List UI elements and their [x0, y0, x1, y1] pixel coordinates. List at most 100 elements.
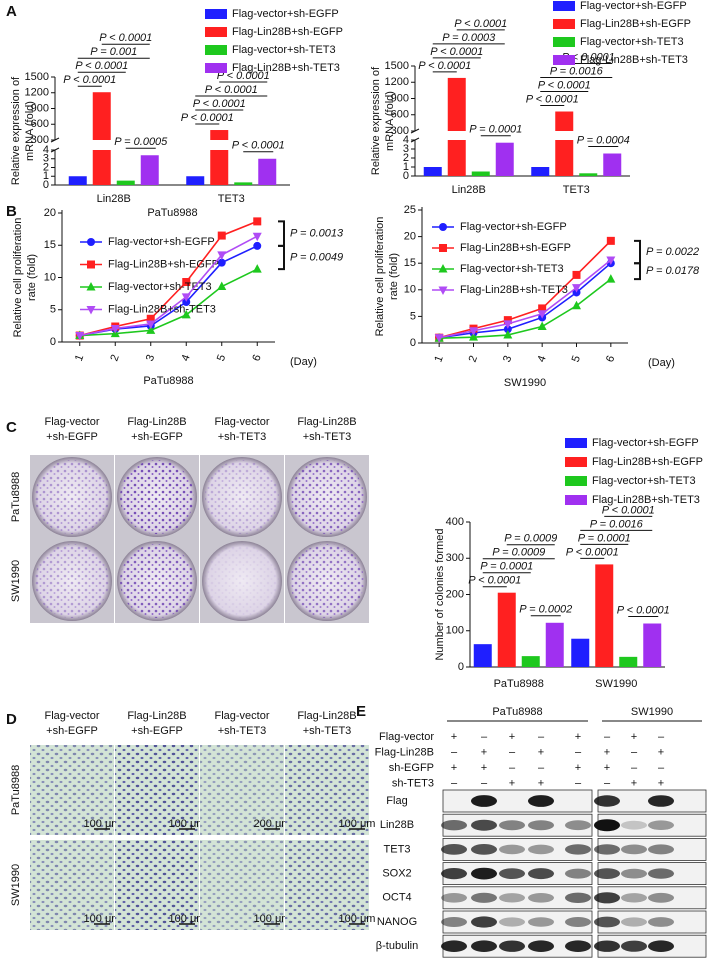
x-tick-label: 4: [179, 353, 192, 363]
protein-label: OCT4: [382, 892, 411, 904]
marker: [606, 236, 615, 245]
colonies: [205, 544, 279, 618]
bar: [447, 140, 466, 176]
marker: [439, 244, 447, 252]
protein-band: [594, 940, 620, 952]
p-value: P < 0.0001: [538, 79, 591, 91]
series-line: [438, 240, 612, 339]
condition-sign: +: [658, 746, 664, 758]
protein-band: [594, 868, 620, 879]
condition-label: Flag-Lin28B: [375, 746, 434, 758]
protein-label: TET3: [384, 843, 411, 855]
p-value: P < 0.0001: [526, 93, 579, 105]
condition-sign: +: [631, 731, 637, 743]
x-tick-label: 2: [108, 353, 121, 363]
p-value: P = 0.0003: [442, 32, 496, 44]
condition-label: sh-EGFP: [389, 762, 434, 774]
y-tick-label: 200: [446, 588, 464, 600]
y-tick-label: 1500: [25, 71, 49, 83]
bar: [186, 176, 205, 185]
p-value: P = 0.0001: [480, 561, 533, 573]
p-value: P = 0.0004: [577, 134, 630, 146]
protein-band: [648, 795, 674, 807]
series-line: [79, 268, 258, 337]
protein-band: [441, 868, 467, 880]
bar: [68, 176, 87, 185]
p-value: P < 0.0001: [217, 70, 270, 82]
y-tick-label: 4: [403, 134, 409, 146]
x-tick-label: 1: [73, 353, 86, 363]
protein-band: [471, 844, 497, 855]
legend-label: Flag-vector+sh-TET3: [232, 44, 336, 56]
bar: [210, 130, 229, 140]
condition-sign: +: [604, 762, 610, 774]
column-header: +sh-TET3: [218, 431, 267, 443]
legend-label: Flag-vector+sh-TET3: [592, 475, 696, 487]
p-value: P = 0.001: [90, 46, 137, 58]
y-tick-label: 300: [31, 134, 49, 146]
x-tick-label: Lin28B: [452, 184, 486, 196]
bar: [473, 644, 492, 667]
p-value: P < 0.0001: [193, 98, 246, 110]
y-axis-label: Number of colonies formed: [434, 528, 446, 660]
significance-bracket: [278, 244, 285, 271]
x-tick-label: 2: [467, 354, 480, 364]
marker: [87, 260, 95, 269]
condition-sign: –: [538, 731, 545, 743]
condition-sign: +: [575, 731, 581, 743]
column-header: +sh-EGFP: [46, 431, 98, 443]
scale-bar-label: 100 μm: [84, 913, 121, 925]
significance-bracket: [634, 262, 641, 281]
bar: [643, 623, 662, 667]
y-tick-label: 600: [391, 109, 409, 121]
marker: [252, 264, 262, 273]
bar: [423, 167, 442, 176]
protein-band: [621, 868, 647, 879]
y-tick-label: 10: [404, 284, 416, 296]
protein-band: [471, 892, 497, 903]
protein-band: [594, 844, 620, 855]
marker: [182, 298, 191, 307]
protein-band: [441, 820, 467, 831]
marker: [572, 284, 581, 293]
bar: [140, 155, 159, 185]
condition-sign: +: [575, 762, 581, 774]
legend-swatch: [565, 476, 587, 486]
marker: [252, 232, 262, 242]
legend-label: Flag-Lin28B+sh-EGFP: [592, 456, 703, 468]
condition-sign: +: [451, 762, 457, 774]
legend-swatch: [565, 457, 587, 467]
series-line: [79, 220, 258, 337]
marker: [253, 217, 262, 226]
marker: [217, 231, 226, 240]
marker: [439, 223, 447, 231]
bar: [619, 656, 638, 667]
scale-bar-label: 100 μm: [254, 913, 291, 925]
marker: [572, 270, 581, 279]
protein-band: [528, 795, 554, 807]
protein-band: [648, 820, 674, 830]
panel-label: E: [356, 703, 366, 720]
protein-band: [528, 868, 554, 880]
migrated-cells: [30, 840, 114, 930]
condition-sign: +: [481, 762, 487, 774]
migrated-cells: [115, 840, 199, 930]
protein-band: [441, 893, 467, 903]
legend-label: Flag-vector+sh-TET3: [460, 263, 564, 275]
row-label: PaTu8988: [10, 765, 22, 815]
condition-sign: –: [604, 731, 611, 743]
protein-band: [499, 844, 525, 855]
blot-strip: [442, 886, 593, 910]
y-axis-label: Relative cell proliferation: [12, 218, 24, 338]
p-value: P < 0.0001: [63, 74, 116, 86]
y-tick-label: 4: [43, 144, 49, 156]
protein-band: [621, 893, 647, 903]
migrated-cells: [30, 745, 114, 835]
x-tick-label: TET3: [218, 193, 245, 205]
condition-sign: –: [451, 746, 458, 758]
bar: [595, 564, 614, 667]
column-header: Flag-vector: [44, 710, 99, 722]
x-tick-label: 5: [570, 354, 583, 364]
y-tick-label: 100: [446, 625, 464, 637]
panel-label: A: [6, 3, 17, 20]
